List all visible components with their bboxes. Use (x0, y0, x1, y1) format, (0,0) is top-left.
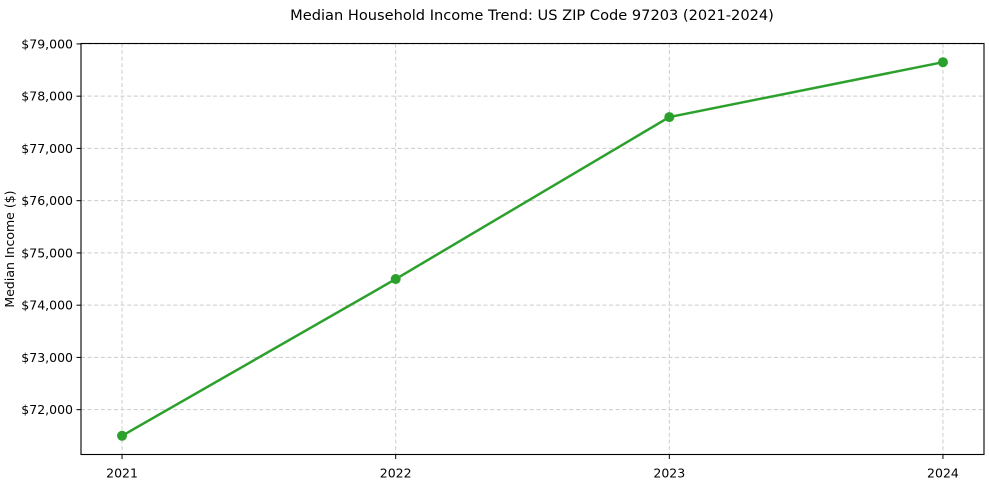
data-point-marker (117, 430, 128, 441)
data-point-marker (664, 112, 675, 123)
y-tick-label: $73,000 (21, 350, 73, 365)
y-tick-label: $72,000 (21, 402, 73, 417)
x-tick-label: 2022 (380, 466, 412, 481)
x-tick-label: 2023 (653, 466, 685, 481)
y-tick-label: $75,000 (21, 245, 73, 260)
axes-spines (80, 42, 985, 456)
y-tick-label: $79,000 (21, 36, 73, 51)
chart-title: Median Household Income Trend: US ZIP Co… (290, 7, 774, 24)
y-tick-label: $74,000 (21, 298, 73, 313)
axes-layer: $72,000 $73,000 $74,000 $75,000 $76,000 $77,0… (21, 36, 985, 481)
x-tick-label: 2021 (106, 466, 138, 481)
y-axis-label: Median Income ($) (2, 190, 17, 307)
y-tick-label: $78,000 (21, 89, 73, 104)
series-layer (117, 57, 948, 441)
grid-layer (81, 43, 984, 455)
y-tick-label: $76,000 (21, 193, 73, 208)
data-point-marker (937, 57, 948, 68)
x-tick-label: 2024 (927, 466, 959, 481)
y-tick-label: $77,000 (21, 141, 73, 156)
data-point-marker (390, 274, 401, 285)
income-trend-line (120, 60, 945, 438)
